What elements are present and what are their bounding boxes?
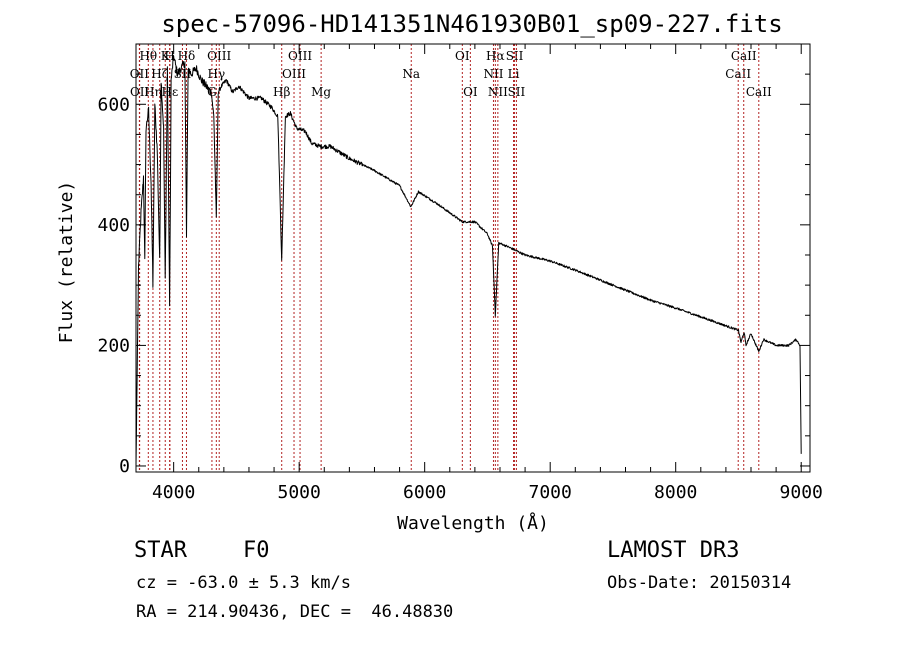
line-marker-label: OIII — [207, 49, 231, 63]
x-tick-label: 4000 — [152, 482, 195, 503]
redshift-velocity: cz = -63.0 ± 5.3 km/s — [136, 573, 351, 593]
line-marker-label: SII — [508, 85, 526, 99]
line-marker-label: Hβ — [273, 85, 290, 99]
x-tick-label: 9000 — [780, 482, 823, 503]
y-tick-label: 400 — [97, 215, 130, 236]
line-marker-label: Hζ — [151, 67, 168, 81]
line-marker-label: CaII — [746, 85, 772, 99]
line-marker-label: Hθ — [139, 49, 157, 63]
line-marker-label: Hε — [162, 85, 179, 99]
line-marker-label: Hα — [486, 49, 505, 63]
x-tick-label: 6000 — [403, 482, 446, 503]
line-marker-label: OII — [130, 85, 150, 99]
y-tick-label: 600 — [97, 94, 130, 115]
line-marker-label: CaII — [731, 49, 757, 63]
line-marker-label: G — [207, 85, 217, 99]
line-marker-label: Na — [402, 67, 420, 81]
line-marker-label: Hη — [144, 85, 162, 99]
y-tick-label: 0 — [119, 456, 130, 477]
line-marker-label: OI — [463, 85, 478, 99]
line-marker-label: Hδ — [178, 49, 196, 63]
x-tick-label: 8000 — [654, 482, 697, 503]
line-markers: HθOIIOIIHηHζKHHεHδSIIGHγOIIIHβOIIIOIIIMg… — [130, 44, 772, 472]
line-marker-label: Li — [508, 67, 520, 81]
line-marker-label: NII — [488, 85, 508, 99]
spectrum-series — [135, 54, 802, 467]
y-tick-label: 200 — [97, 335, 130, 356]
survey-name: LAMOST DR3 — [607, 538, 740, 563]
x-tick-label: 7000 — [529, 482, 572, 503]
line-marker-label: CaII — [725, 67, 751, 81]
line-marker-label: NII — [483, 67, 503, 81]
chart-title: spec-57096-HD141351N461930B01_sp09-227.f… — [161, 10, 782, 38]
observation-date: Obs-Date: 20150314 — [607, 573, 792, 593]
object-subclass: F0 — [243, 538, 270, 563]
line-marker-label: OIII — [288, 49, 312, 63]
line-marker-label: OIII — [282, 67, 306, 81]
plot-frame — [135, 43, 811, 473]
line-marker-label: SII — [506, 49, 524, 63]
spectrum-line — [135, 54, 802, 467]
x-tick-label: 5000 — [277, 482, 320, 503]
object-class: STAR — [134, 538, 187, 563]
line-marker-label: OI — [455, 49, 470, 63]
x-axis-title: Wavelength (Å) — [397, 512, 549, 534]
sky-coordinates: RA = 214.90436, DEC = 46.48830 — [136, 602, 454, 622]
line-marker-label: K — [161, 49, 171, 63]
axis-ticks: 4000 5000 6000 7000 8000 9000 0 200 400 600 — [97, 43, 823, 503]
line-marker-label: Mg — [311, 85, 331, 99]
y-axis-title: Flux (relative) — [56, 181, 77, 344]
line-marker-label: Hγ — [208, 67, 226, 81]
